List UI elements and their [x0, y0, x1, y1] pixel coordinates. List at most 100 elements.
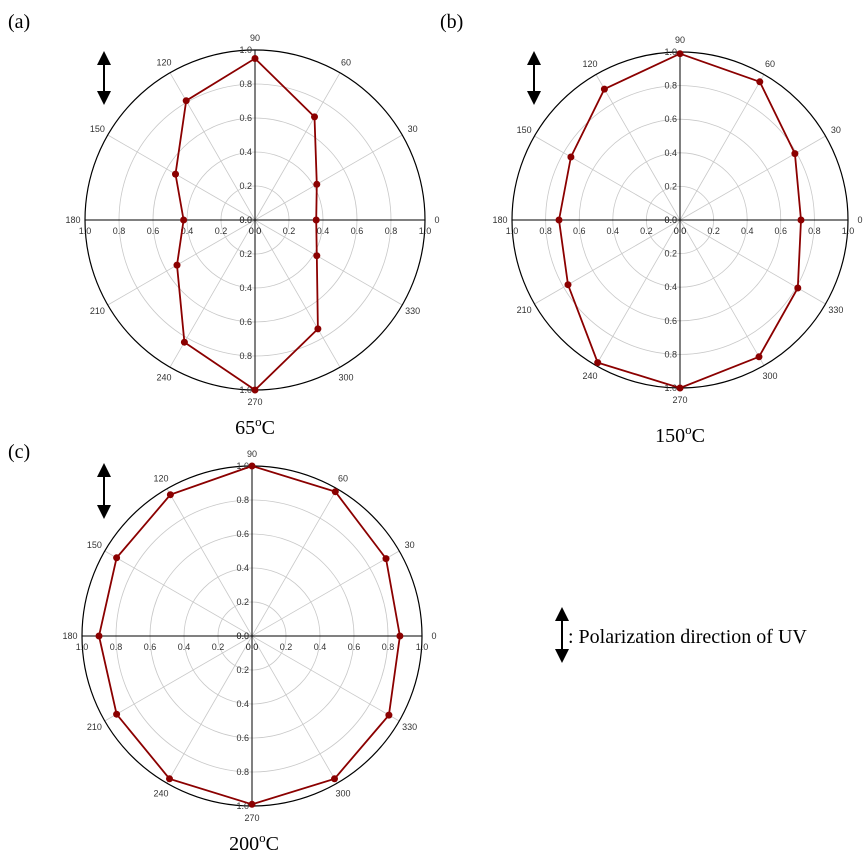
- grid-spoke: [595, 74, 681, 221]
- r-tick-label: 1.0: [664, 383, 677, 393]
- data-point: [797, 216, 805, 224]
- angle-label: 0: [857, 215, 862, 225]
- data-point: [594, 359, 602, 367]
- r-tick-label: 0.8: [808, 226, 821, 236]
- grid-spoke: [254, 72, 341, 221]
- grid-spoke: [251, 488, 338, 637]
- angle-label: 180: [492, 215, 507, 225]
- grid-spoke: [254, 134, 403, 221]
- polar-chart-c: (c) 0.00.00.00.00.20.20.20.20.40.40.40.4…: [8, 441, 437, 855]
- data-point: [248, 462, 256, 470]
- data-point: [331, 488, 339, 496]
- angle-label: 330: [828, 305, 843, 315]
- r-tick-label: 0.2: [640, 226, 653, 236]
- r-tick-label: 1.0: [76, 642, 89, 652]
- angle-label: 150: [517, 125, 532, 135]
- r-tick-label: 1.0: [664, 47, 677, 57]
- r-tick-label: 1.0: [506, 226, 519, 236]
- grid-spoke: [534, 219, 681, 305]
- grid-spoke: [104, 635, 253, 722]
- data-point: [396, 632, 404, 640]
- angle-label: 90: [675, 35, 685, 45]
- panel-label: (c): [8, 441, 30, 463]
- r-tick-label: 0.0: [246, 642, 259, 652]
- angle-label: 300: [335, 789, 350, 799]
- data-point: [251, 386, 259, 394]
- grid-spoke: [107, 219, 256, 306]
- r-tick-label: 0.2: [239, 181, 252, 191]
- temperature-caption: 200oC: [229, 830, 279, 855]
- r-tick-label: 0.4: [741, 226, 754, 236]
- data-point: [113, 710, 121, 718]
- r-tick-label: 0.4: [239, 283, 252, 293]
- r-tick-label: 0.6: [236, 529, 249, 539]
- angle-label: 0: [434, 215, 439, 225]
- angle-label: 330: [402, 722, 417, 732]
- data-point: [676, 384, 684, 392]
- angle-label: 240: [153, 789, 168, 799]
- angle-label: 240: [156, 373, 171, 383]
- data-point: [248, 800, 256, 808]
- angle-label: 270: [244, 813, 259, 823]
- r-tick-label: 0.0: [674, 226, 687, 236]
- angle-label: 240: [582, 371, 597, 381]
- r-tick-label: 0.2: [283, 226, 296, 236]
- r-tick-label: 0.6: [239, 113, 252, 123]
- r-tick-label: 0.0: [664, 215, 677, 225]
- grid-spoke: [679, 74, 765, 221]
- data-point: [311, 113, 318, 121]
- r-tick-label: 0.4: [178, 642, 191, 652]
- r-tick-label: 0.8: [664, 349, 677, 359]
- r-tick-label: 0.4: [314, 642, 327, 652]
- r-tick-label: 0.2: [707, 226, 720, 236]
- data-point: [251, 55, 259, 62]
- r-tick-label: 0.8: [539, 226, 552, 236]
- data-point: [564, 281, 572, 289]
- data-point: [385, 711, 393, 719]
- grid-spoke: [107, 134, 256, 221]
- angle-label: 150: [87, 540, 102, 550]
- r-tick-label: 0.2: [664, 249, 677, 259]
- polar-chart-a: (a) 0.00.00.00.00.20.20.20.20.40.40.40.4…: [8, 11, 440, 439]
- r-tick-label: 0.8: [236, 495, 249, 505]
- r-tick-label: 0.8: [113, 226, 126, 236]
- grid-spoke: [254, 219, 341, 368]
- r-tick-label: 0.8: [664, 81, 677, 91]
- r-tick-label: 0.0: [239, 215, 252, 225]
- data-point: [313, 180, 321, 188]
- r-tick-label: 0.0: [236, 631, 249, 641]
- grid-spoke: [254, 219, 403, 306]
- angle-label: 0: [431, 631, 436, 641]
- r-tick-label: 0.2: [664, 181, 677, 191]
- r-tick-label: 0.2: [280, 642, 293, 652]
- r-tick-label: 0.8: [382, 642, 395, 652]
- data-point: [314, 325, 322, 333]
- angle-label: 90: [250, 33, 260, 43]
- r-tick-label: 0.8: [239, 79, 252, 89]
- r-tick-label: 1.0: [416, 642, 429, 652]
- r-tick-label: 1.0: [236, 801, 249, 811]
- angle-label: 270: [247, 397, 262, 407]
- r-tick-label: 0.2: [236, 665, 249, 675]
- r-tick-label: 0.6: [351, 226, 364, 236]
- grid-spoke: [534, 135, 681, 221]
- r-tick-label: 0.4: [317, 226, 330, 236]
- r-tick-label: 0.4: [236, 699, 249, 709]
- panel-label: (a): [8, 11, 30, 33]
- r-tick-label: 0.4: [664, 148, 677, 158]
- r-tick-label: 0.8: [385, 226, 398, 236]
- angle-label: 60: [765, 59, 775, 69]
- angle-label: 210: [90, 306, 105, 316]
- r-tick-label: 0.6: [573, 226, 586, 236]
- data-point: [180, 338, 188, 346]
- r-tick-label: 0.6: [664, 316, 677, 326]
- r-tick-label: 0.6: [147, 226, 160, 236]
- r-tick-label: 0.6: [664, 114, 677, 124]
- r-tick-label: 1.0: [842, 226, 855, 236]
- r-tick-label: 0.0: [664, 215, 677, 225]
- data-point: [312, 216, 320, 224]
- r-tick-label: 0.0: [249, 226, 262, 236]
- data-point: [567, 153, 575, 161]
- panel-label: (b): [440, 11, 463, 33]
